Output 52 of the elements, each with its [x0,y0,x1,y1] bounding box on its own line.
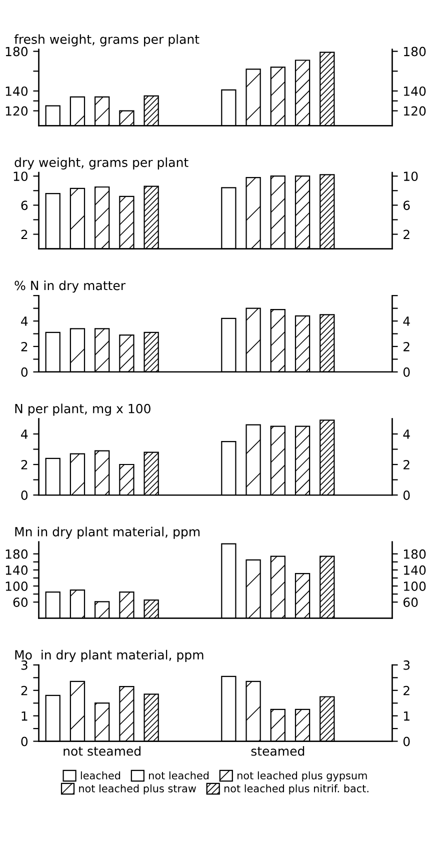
x-tick-label: not steamed [64,746,140,756]
y2-tick-label: 140 [404,86,426,96]
y-tick-label: 0 [21,367,28,377]
y-tick-label: 140 [6,86,28,96]
y-tick-label: 0 [21,736,28,746]
y-tick-label: 120 [6,106,28,116]
y-tick-label: 180 [6,46,28,56]
y-tick-label: 60 [13,598,28,608]
y-tick-label: 2 [21,342,28,352]
legend-label: leached [80,771,120,780]
y-tick-label: 1 [22,711,28,721]
y2-tick-label: 2 [404,686,410,696]
y-tick-label: 10 [14,172,28,182]
y2-tick-label: 120 [404,106,426,116]
y2-tick-label: 2 [404,230,410,240]
y2-tick-label: 0 [403,367,410,377]
y-tick-label: 2 [21,460,28,470]
chart-title: N per plant, mg x 100 [15,404,150,416]
y-tick-label: 4 [21,316,28,326]
y2-tick-label: 2 [404,460,410,470]
y-tick-label: 180 [6,549,28,559]
chart-title: Mn in dry plant material, ppm [15,526,200,539]
y2-tick-label: 1 [404,711,410,721]
legend-label: not leached [149,771,209,780]
y-tick-label: 4 [21,430,28,439]
y-tick-label: 6 [21,200,28,210]
y2-tick-label: 6 [404,200,410,210]
y2-tick-label: 4 [403,430,410,439]
chart-title: % N in dry matter [14,280,126,293]
y-tick-label: 2 [21,686,28,696]
y2-tick-label: 2 [404,342,410,352]
y2-tick-label: 180 [404,549,426,559]
y-tick-label: 0 [21,490,28,500]
y2-tick-label: 3 [404,660,410,670]
legend-label: not leached plus gypsum [238,771,367,782]
x-tick-label: steamed [251,746,304,756]
chart-title: fresh weight, grams per plant [14,34,200,46]
y-tick-label: 2 [21,230,28,240]
y2-tick-label: 100 [404,581,426,591]
legend-label: not leached plus straw [79,784,196,794]
y-tick-label: 140 [6,565,28,575]
y2-tick-label: 180 [404,46,426,56]
y2-tick-label: 140 [404,565,426,575]
chart-title: dry weight, grams per plant [14,157,188,170]
y2-tick-label: 10 [404,172,418,182]
y2-tick-label: 60 [404,598,418,608]
y-tick-label: 3 [21,660,28,670]
legend-label: not leached plus nitrif. bact. [224,784,368,794]
y-tick-label: 100 [6,581,28,591]
y2-tick-label: 4 [403,316,410,326]
y2-tick-label: 0 [403,736,410,746]
y2-tick-label: 0 [403,490,410,500]
